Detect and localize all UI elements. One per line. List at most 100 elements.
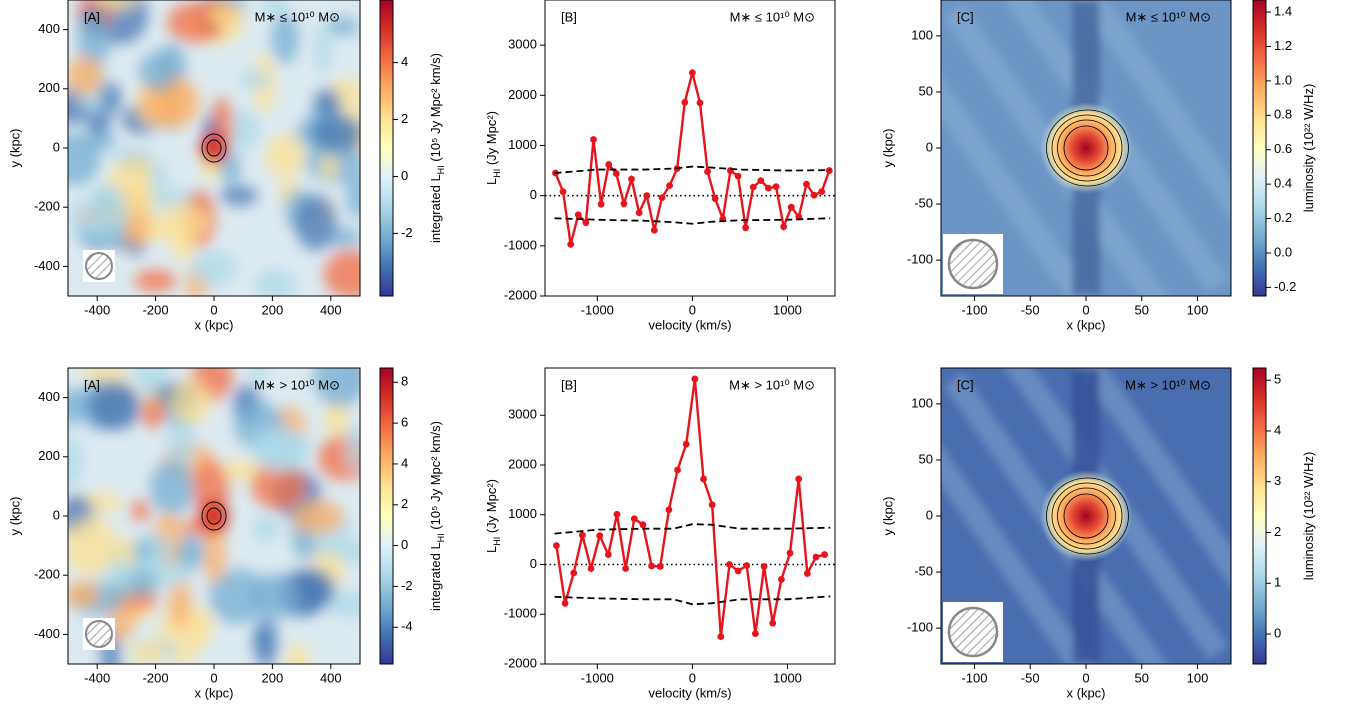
data-point — [818, 188, 826, 196]
data-point — [622, 565, 630, 572]
data-point — [757, 177, 765, 185]
data-point — [704, 168, 711, 175]
y-tick-label: -50 — [914, 563, 933, 578]
data-point — [700, 475, 707, 483]
heatmap-blob — [68, 56, 104, 96]
data-point — [628, 175, 635, 183]
heatmap-stripe — [1042, 0, 1231, 258]
y-tick-label: 50 — [919, 83, 933, 98]
y-tick-label: -100 — [907, 620, 933, 635]
heatmap-stripe — [941, 38, 1130, 296]
heatmap-blob — [177, 534, 205, 571]
contour — [1063, 493, 1109, 539]
x-tick-label: -50 — [1021, 302, 1040, 317]
colorbar-tick-label: -4 — [401, 619, 413, 634]
heatmap-blob — [142, 399, 165, 429]
y-axis-label-sub: HI — [492, 169, 502, 178]
heatmap-blob — [327, 16, 360, 37]
heatmap-blob — [100, 82, 122, 113]
y-tick-label: 100 — [911, 395, 933, 410]
panel: -400 -200 0 200 400 -400 -200 0 200 400 x (kpc) y (… — [7, 367, 446, 700]
y-tick-label: 100 — [911, 27, 933, 42]
contour — [1057, 487, 1116, 545]
y-axis-label-rest: (Jy Mpc²) — [484, 479, 499, 537]
colorbar-label: integrated LHI (10⁵ Jy Mpc² km/s) — [428, 421, 446, 611]
colorbar-label-main: integrated L — [428, 174, 443, 243]
series-line — [555, 378, 825, 637]
data-point — [803, 570, 811, 577]
heatmap-blob — [208, 568, 268, 624]
y-axis-label-main: L — [484, 178, 499, 185]
data-point — [666, 182, 673, 190]
colorbar-tick-label: -2 — [401, 578, 413, 593]
data-point — [810, 191, 818, 199]
data-point — [749, 183, 757, 191]
y-tick-label: -2000 — [504, 287, 537, 302]
y-axis-label: y (kpc) — [880, 497, 895, 536]
y-axis-label: y (kpc) — [7, 497, 22, 536]
data-point — [613, 510, 621, 518]
heatmap-blob — [219, 151, 242, 185]
y-axis-label-sub: HI — [492, 537, 502, 546]
data-point — [620, 200, 628, 208]
series-line — [554, 165, 831, 174]
plot-area — [545, 375, 835, 641]
colorbar-tick-label: 1 — [1274, 575, 1281, 590]
heatmap-blob — [324, 398, 349, 437]
heatmap-stripe — [1042, 368, 1231, 626]
heatmap — [68, 0, 360, 296]
y-tick-label: -1000 — [504, 606, 537, 621]
colorbar-tick-label: 0.8 — [1274, 107, 1292, 122]
y-tick-label: 0 — [53, 507, 60, 522]
data-point — [777, 576, 785, 583]
data-point — [734, 172, 742, 180]
heatmap-blob — [238, 69, 271, 90]
data-point — [765, 184, 772, 192]
data-point — [596, 532, 604, 540]
heatmap-blob — [207, 4, 244, 28]
y-tick-label: 50 — [919, 451, 933, 466]
colorbar-tick-label: 2 — [1274, 524, 1281, 539]
heatmap-blob — [313, 368, 360, 408]
y-tick-label: -200 — [34, 567, 60, 582]
contour — [206, 139, 222, 157]
y-axis-label-main: L — [484, 546, 499, 553]
heatmap-blob — [271, 14, 299, 64]
data-point — [590, 136, 597, 143]
contour — [1051, 482, 1123, 550]
colorbar-label-sub: HI — [436, 533, 446, 542]
colorbar-tick-label: 0.6 — [1274, 141, 1292, 156]
data-point — [570, 569, 578, 577]
colorbar-tick-label: 6 — [401, 415, 408, 430]
data-point — [630, 515, 638, 523]
data-point — [708, 501, 716, 509]
heatmap-blob — [292, 500, 344, 535]
data-point — [559, 188, 567, 196]
data-point — [717, 633, 725, 641]
colorbar-label: luminosity (10²² W/Hz) — [1301, 84, 1316, 213]
data-point — [650, 226, 658, 234]
data-point — [574, 211, 582, 219]
plot-frame — [544, 0, 836, 297]
plot-area — [941, 0, 1231, 296]
heatmap-blob — [250, 368, 268, 383]
series-line — [554, 217, 831, 225]
heatmap-blob — [149, 160, 168, 205]
heatmap-blob — [190, 250, 237, 287]
data-point — [688, 69, 696, 77]
heatmap-blob — [265, 134, 305, 178]
subset-label: M∗ > 10¹⁰ M⊙ — [1125, 377, 1211, 392]
x-tick-label: 100 — [1187, 670, 1209, 685]
heatmap-blob — [319, 156, 339, 180]
colorbar-label: integrated LHI (10⁵ Jy Mpc² km/s) — [428, 53, 446, 243]
x-tick-label: 400 — [320, 670, 342, 685]
x-tick-label: 100 — [1187, 302, 1209, 317]
data-point — [812, 553, 820, 561]
data-point — [696, 99, 704, 107]
x-tick-label: 0 — [1082, 302, 1089, 317]
beam — [947, 238, 999, 290]
y-axis-label: y (kpc) — [7, 129, 22, 168]
x-axis-label: x (kpc) — [195, 317, 234, 332]
x-tick-label: -100 — [961, 302, 987, 317]
data-point — [643, 192, 651, 200]
